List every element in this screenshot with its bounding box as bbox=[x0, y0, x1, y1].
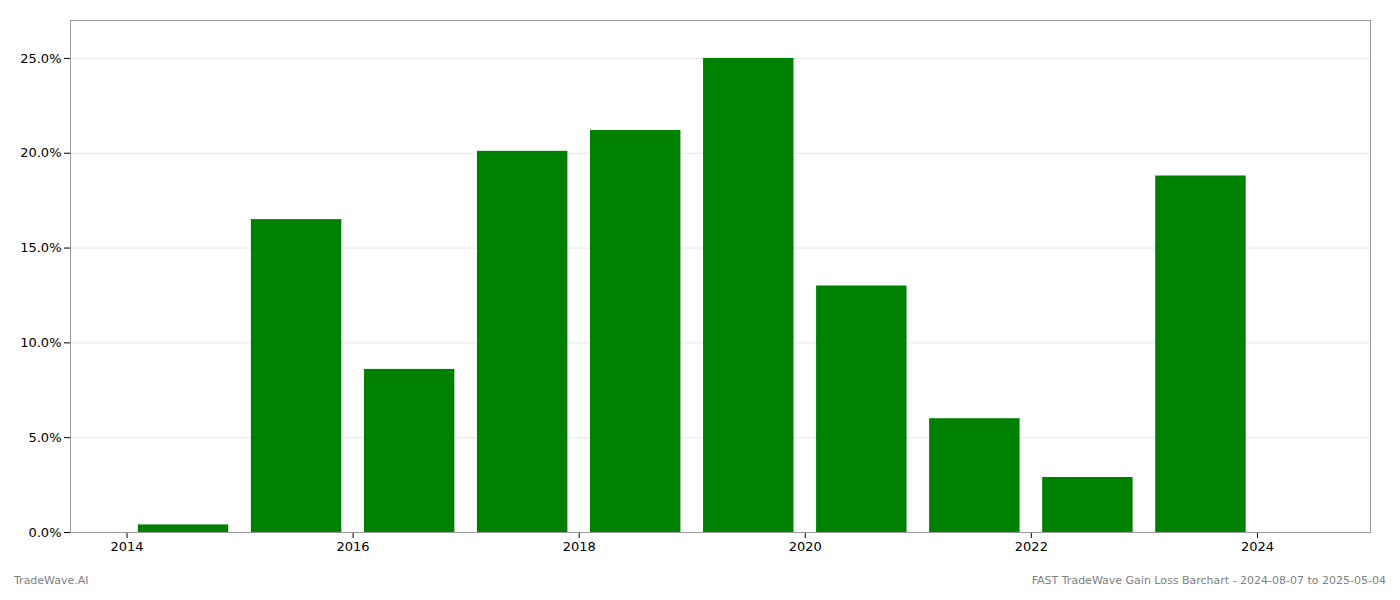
html-text:TradeWave.AI: TradeWave.AI bbox=[14, 574, 89, 587]
svg-text:20.0%: 20.0% bbox=[20, 145, 61, 160]
svg-text:5.0%: 5.0% bbox=[28, 430, 61, 445]
svg-text:2018: 2018 bbox=[563, 539, 596, 554]
svg-text:25.0%: 25.0% bbox=[20, 51, 61, 66]
html-text:FAST TradeWave Gain Loss Barch: FAST TradeWave Gain Loss Barchart - 2024… bbox=[1031, 574, 1386, 587]
svg-text:10.0%: 10.0% bbox=[20, 335, 61, 350]
svg-text:2024: 2024 bbox=[1241, 539, 1274, 554]
svg-text:2014: 2014 bbox=[110, 539, 143, 554]
svg-text:2020: 2020 bbox=[789, 539, 822, 554]
svg-text:2016: 2016 bbox=[337, 539, 370, 554]
svg-text:15.0%: 15.0% bbox=[20, 240, 61, 255]
svg-text:2022: 2022 bbox=[1015, 539, 1048, 554]
svg-text:0.0%: 0.0% bbox=[28, 525, 61, 540]
